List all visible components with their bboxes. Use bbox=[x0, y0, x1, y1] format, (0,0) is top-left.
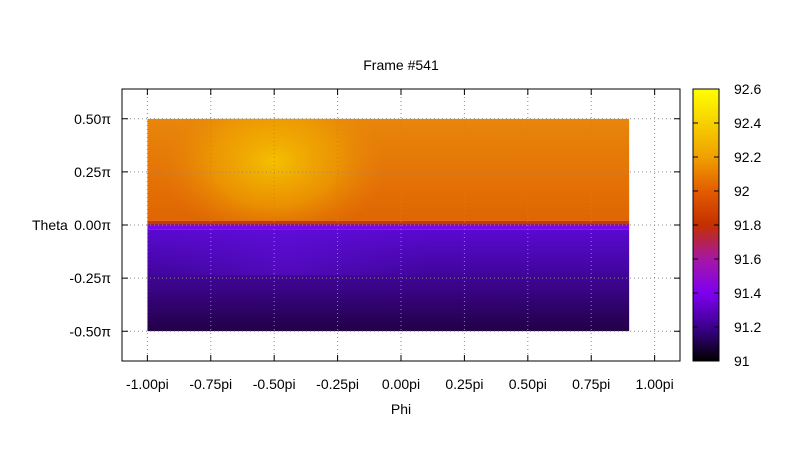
x-tick-label: 0.50pi bbox=[509, 376, 547, 392]
heat-band-boundary bbox=[147, 224, 630, 226]
colorbar-tick-label: 91.6 bbox=[734, 251, 761, 267]
x-tick-label: -0.75pi bbox=[189, 376, 232, 392]
y-tick-label: 0.25π bbox=[74, 164, 111, 180]
colorbar-tick-label: 91 bbox=[734, 353, 750, 369]
grid bbox=[122, 89, 680, 361]
y-tick-label: 0.00π bbox=[74, 217, 111, 233]
x-tick-label: -0.50pi bbox=[253, 376, 296, 392]
x-tick-label: -1.00pi bbox=[126, 376, 169, 392]
colorbar-tick-label: 91.2 bbox=[734, 319, 761, 335]
y-tick-label: 0.50π bbox=[74, 111, 111, 127]
x-tick-label: 0.75pi bbox=[572, 376, 610, 392]
colorbar-tick-label: 91.4 bbox=[734, 285, 761, 301]
colorbar-tick-label: 91.8 bbox=[734, 217, 761, 233]
x-tick-label: -0.25pi bbox=[316, 376, 359, 392]
x-tick-label: 0.25pi bbox=[445, 376, 483, 392]
colorbar-tick-label: 92 bbox=[734, 183, 750, 199]
heat-lower-highlight bbox=[147, 229, 427, 276]
heat-band-upper-edge bbox=[147, 220, 630, 225]
x-axis-label: Phi bbox=[391, 401, 411, 417]
x-tick-label: 0.00pi bbox=[382, 376, 420, 392]
x-tick-label: 1.00pi bbox=[636, 376, 674, 392]
colorbar-tick-label: 92.2 bbox=[734, 149, 761, 165]
y-tick-label: -0.25π bbox=[69, 270, 111, 286]
y-axis-label: Theta bbox=[32, 217, 68, 233]
x-axis-ticks: -1.00pi -0.75pi -0.50pi -0.25pi 0.00pi 0.25pi… bbox=[126, 89, 674, 392]
colorbar-tick-label: 92.6 bbox=[734, 81, 761, 97]
colorbar-ticks: 91 91.2 91.4 91.6 91.8 92 92.2 92.4 92.6 bbox=[693, 81, 761, 369]
heatmap-data-area bbox=[147, 118, 630, 332]
colorbar-tick-label: 92.4 bbox=[734, 115, 761, 131]
y-axis-ticks: 0.50π 0.25π 0.00π -0.25π -0.50π bbox=[69, 111, 680, 339]
heat-peak-region bbox=[160, 118, 389, 243]
chart-title: Frame #541 bbox=[363, 57, 439, 73]
y-tick-label: -0.50π bbox=[69, 323, 111, 339]
heat-band-lower-edge bbox=[147, 226, 630, 230]
